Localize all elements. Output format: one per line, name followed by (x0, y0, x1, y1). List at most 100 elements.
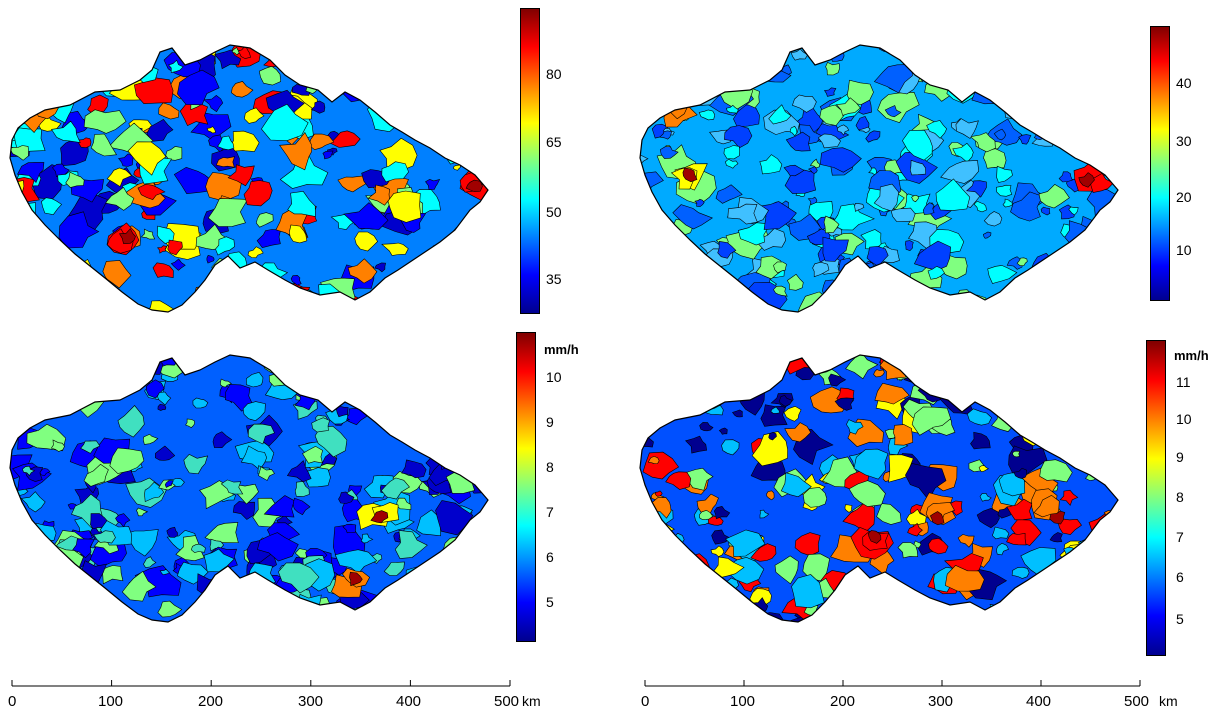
contour-patch (133, 77, 174, 105)
contour-patch (902, 129, 933, 161)
contour-patch (759, 509, 770, 519)
contour-patch (22, 465, 36, 476)
contour-patch (991, 526, 1010, 540)
contour-patch (822, 279, 841, 298)
contour-patch (425, 80, 450, 111)
contour-patch (720, 603, 729, 611)
contour-patch (50, 120, 81, 143)
contour-patch (748, 48, 773, 69)
contour-patch (1098, 412, 1118, 427)
contour-hotspot (655, 96, 668, 111)
contour-patch (258, 466, 275, 481)
contour-patch (640, 572, 666, 604)
contour-patch (106, 167, 133, 188)
contour-patch (396, 407, 407, 416)
contour-patch (1059, 489, 1079, 506)
scale-right-tick-0: 0 (641, 693, 650, 710)
contour-patch (409, 266, 433, 286)
contour-patch (399, 355, 424, 374)
contour-patch (104, 186, 135, 211)
contour-patch (470, 429, 488, 450)
contour-patch (1033, 131, 1047, 141)
colorbar-bottom-right-unit: mm/h (1174, 348, 1209, 363)
contour-patch (647, 456, 660, 465)
contour-patch (102, 260, 132, 289)
contour-patch (212, 431, 233, 449)
contour-patch (830, 591, 850, 609)
contour-patch (640, 561, 669, 586)
contour-patch (361, 67, 389, 92)
contour-patch (889, 588, 923, 615)
contour-patch (966, 180, 987, 198)
contour-patch (1012, 450, 1021, 458)
contour-patch (732, 409, 743, 418)
contour-patch (83, 463, 109, 487)
contour-patch (853, 448, 889, 480)
contour-patch (922, 202, 935, 215)
scale-right-tick-500: 500 (1124, 693, 1150, 710)
contour-patch (802, 553, 830, 582)
contour-patch (227, 164, 255, 187)
contour-patch (822, 236, 849, 262)
contour-patch (656, 241, 688, 265)
contour-patch (698, 109, 716, 121)
contour-patch (1048, 386, 1073, 413)
colorbar-bottom-right-tick-1: 11 (1176, 374, 1191, 390)
contour-patch (409, 395, 448, 428)
contour-patch (644, 546, 678, 578)
contour-patch (1082, 118, 1118, 152)
scale-right-tick-100: 100 (730, 693, 756, 710)
contour-patch (651, 362, 685, 395)
contour-patch (738, 222, 771, 246)
contour-hotspot (107, 228, 134, 254)
contour-patch (768, 431, 777, 441)
contour-patch (32, 272, 70, 306)
contour-patch (1073, 143, 1088, 153)
contour-patch (672, 204, 713, 230)
contour-patch (694, 603, 732, 622)
contour-patch (1076, 573, 1107, 596)
contour-patch (1040, 206, 1051, 216)
contour-patch (401, 459, 427, 479)
contour-patch (640, 307, 658, 312)
contour-patch (279, 153, 329, 189)
contour-patch (894, 614, 920, 622)
contour-patch (966, 408, 992, 426)
scale-left-tick-0: 0 (8, 693, 17, 710)
contour-patch (366, 70, 403, 97)
contour-patch (366, 610, 389, 622)
contour-patch (217, 135, 235, 151)
contour-patch (425, 277, 451, 297)
contour-patch (1107, 443, 1118, 455)
contour-patch (717, 241, 737, 259)
contour-patch (390, 47, 409, 65)
contour-patch (338, 376, 375, 403)
contour-patch (1039, 412, 1061, 432)
contour-patch (455, 227, 468, 238)
contour-patch (465, 234, 488, 264)
contour-patch (360, 533, 374, 544)
colorbar-bottom-right-tick-6: 6 (1176, 569, 1184, 585)
colorbar-bottom-left-tick-5: 6 (546, 549, 554, 565)
contour-patch (694, 198, 705, 207)
contour-patch (143, 556, 157, 568)
contour-patch (1058, 171, 1073, 183)
contour-patch (666, 62, 704, 93)
contour-patch (207, 198, 249, 227)
contour-hotspot (867, 530, 882, 544)
contour-patch (1047, 277, 1083, 311)
contour-patch (436, 433, 469, 457)
contour-patch (819, 147, 862, 173)
contour-patch (473, 586, 488, 603)
contour-patch (206, 126, 216, 134)
contour-patch (993, 128, 1006, 141)
contour-hotspot (370, 510, 389, 524)
contour-patch (220, 479, 244, 495)
contour-patch (1016, 612, 1051, 622)
contour-patch (137, 183, 166, 200)
contour-patch (10, 398, 23, 419)
contour-patch (473, 518, 488, 540)
contour-patch (785, 131, 811, 152)
contour-patch (773, 285, 788, 297)
contour-patch (322, 150, 334, 160)
